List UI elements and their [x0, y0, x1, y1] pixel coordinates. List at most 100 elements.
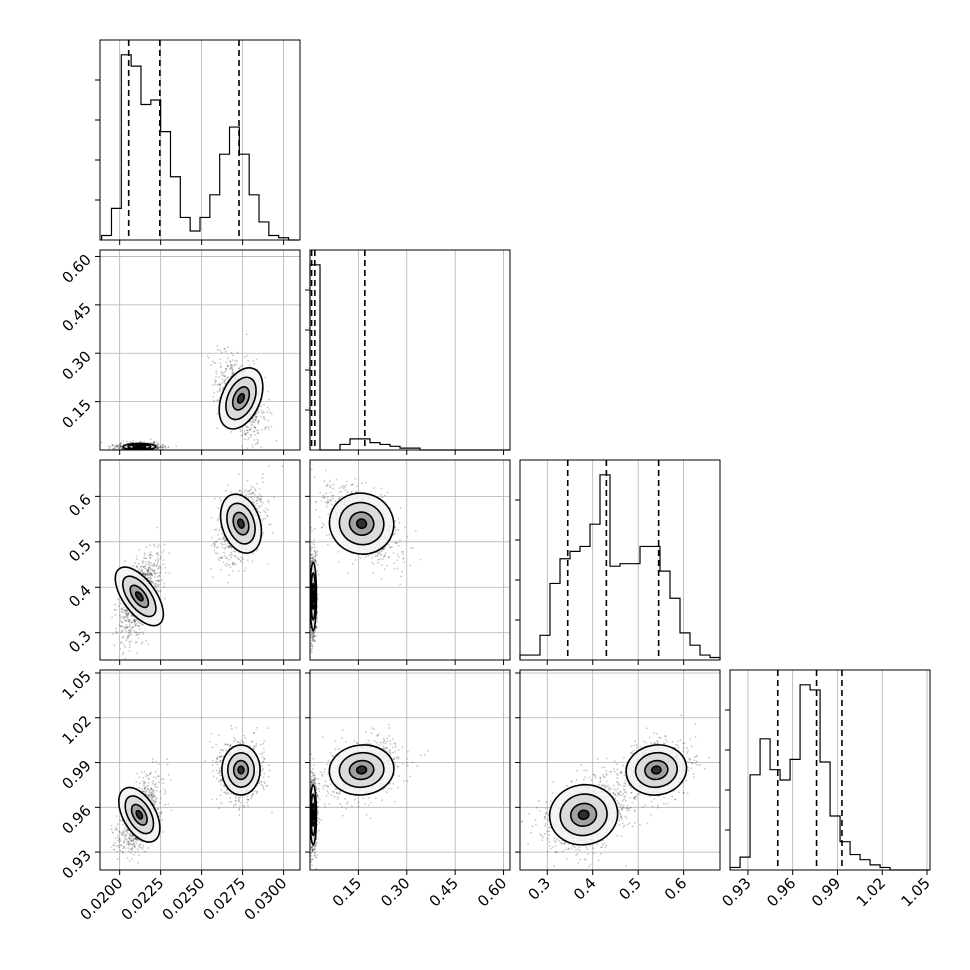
sample-point [392, 533, 395, 536]
sample-point [314, 555, 317, 558]
sample-point [230, 554, 233, 556]
sample-point [267, 428, 270, 431]
sample-point [219, 537, 221, 540]
sample-point [125, 626, 128, 629]
sample-point [215, 528, 218, 531]
sample-point [402, 550, 404, 553]
sample-point [261, 476, 264, 479]
sample-point [140, 441, 143, 443]
sample-point [127, 634, 130, 637]
sample-point [156, 561, 159, 563]
sample-point [378, 551, 381, 554]
sample-point [118, 446, 120, 449]
sample-point [165, 571, 167, 574]
sample-point [125, 620, 128, 622]
sample-point [167, 446, 170, 448]
sample-point [257, 432, 260, 434]
sample-point [381, 550, 383, 553]
sample-point [244, 433, 247, 436]
sample-point [229, 361, 232, 363]
sample-point [132, 619, 135, 622]
sample-point [119, 625, 122, 628]
sample-point [235, 563, 237, 566]
sample-point [224, 543, 227, 546]
sample-point [259, 415, 262, 418]
sample-point [259, 495, 262, 497]
sample-point [409, 547, 412, 550]
sample-point [126, 626, 128, 628]
sample-point [153, 576, 156, 578]
sample-point [219, 568, 222, 571]
sample-point [238, 367, 241, 370]
sample-point [151, 580, 153, 583]
sample-point [124, 626, 127, 629]
sample-point [223, 348, 226, 350]
sample-point [233, 363, 236, 366]
sample-point [326, 483, 329, 486]
sample-point [213, 529, 216, 531]
sample-point [142, 565, 145, 568]
sample-point [249, 493, 252, 496]
sample-point [345, 484, 347, 487]
sample-point [402, 557, 405, 560]
sample-point [149, 567, 152, 570]
sample-point [419, 558, 422, 561]
histogram-step [309, 264, 510, 451]
sample-point [383, 568, 386, 571]
sample-point [307, 653, 309, 655]
sample-point [313, 549, 316, 552]
sample-point [311, 546, 314, 549]
sample-point [125, 609, 128, 612]
x-tick-label: 1.05 [897, 874, 933, 910]
sample-point [157, 446, 159, 449]
sample-point [232, 563, 235, 566]
sample-point [256, 497, 259, 499]
scatter-points [111, 465, 284, 660]
contour-line [232, 511, 250, 536]
sample-point [151, 574, 154, 577]
sample-point [232, 354, 234, 357]
sample-point [216, 399, 219, 402]
sample-point [312, 634, 315, 637]
sample-point [143, 450, 145, 452]
sample-point [211, 536, 213, 539]
sample-point [212, 542, 215, 545]
sample-point [263, 510, 265, 513]
sample-point [119, 443, 122, 445]
sample-point [397, 556, 400, 558]
sample-point [261, 428, 264, 431]
sample-point [391, 546, 393, 548]
sample-point [257, 421, 260, 423]
sample-point [251, 444, 254, 447]
sample-point [121, 636, 124, 639]
sample-point [135, 623, 138, 625]
sample-point [214, 381, 217, 384]
sample-point [246, 431, 249, 434]
sample-point [163, 445, 166, 448]
sample-point [371, 561, 373, 564]
sample-point [219, 366, 222, 369]
sample-point [112, 443, 115, 446]
sample-point [161, 551, 163, 553]
sample-point [310, 540, 312, 543]
sample-point [257, 411, 260, 413]
sample-point [162, 446, 164, 449]
sample-point [130, 628, 133, 630]
sample-point [257, 419, 260, 422]
sample-point [380, 487, 383, 490]
sample-point [114, 447, 116, 450]
sample-point [226, 364, 229, 367]
sample-point [310, 553, 313, 556]
sample-point [340, 490, 343, 493]
sample-point [128, 633, 131, 636]
sample-point [250, 485, 253, 488]
sample-point [218, 529, 221, 532]
scatter-panel: 0.150.300.450.60 [58, 249, 301, 455]
sample-point [251, 500, 254, 503]
sample-point [399, 583, 402, 586]
sample-point [157, 585, 159, 588]
sample-point [125, 630, 127, 632]
sample-point [312, 633, 315, 636]
sample-point [265, 426, 268, 429]
sample-point [320, 526, 323, 529]
